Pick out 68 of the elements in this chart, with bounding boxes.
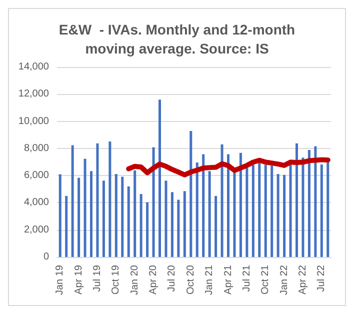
x-tick-label: Jan 19 xyxy=(54,264,66,296)
y-tick-label: 6,000 xyxy=(24,170,50,182)
y-tick-label: 4,000 xyxy=(24,197,50,208)
x-tick-label: Jul 19 xyxy=(92,264,103,292)
x-tick-label: Jan 21 xyxy=(204,264,216,296)
bar xyxy=(65,196,68,257)
y-tick-label: 12,000 xyxy=(18,88,50,100)
bar xyxy=(302,158,304,257)
bar xyxy=(239,152,242,257)
y-tick-label: 14,000 xyxy=(18,62,50,72)
x-tick-label: Apr 21 xyxy=(222,264,234,294)
x-tick-label: Jul 22 xyxy=(316,264,328,292)
bar xyxy=(308,150,310,257)
y-tick-label: 0 xyxy=(43,252,50,262)
x-tick-label: Jan 22 xyxy=(278,264,290,296)
y-tick-label: 10,000 xyxy=(18,116,50,127)
bar xyxy=(134,170,136,257)
bar xyxy=(246,168,248,257)
bar xyxy=(296,143,298,257)
bar xyxy=(320,164,323,257)
bar xyxy=(114,174,118,257)
bar xyxy=(233,171,236,257)
bar xyxy=(164,180,168,257)
bar xyxy=(127,186,130,257)
y-tick-label: 8,000 xyxy=(24,142,50,154)
bar xyxy=(208,171,211,257)
x-tick-label: Jan 20 xyxy=(129,264,140,296)
bar xyxy=(227,154,230,257)
bar xyxy=(121,176,124,257)
bar xyxy=(314,146,317,257)
bar xyxy=(183,191,186,257)
bar xyxy=(146,202,149,257)
bar xyxy=(326,162,330,257)
bar xyxy=(158,100,161,257)
bar xyxy=(170,192,174,257)
bar xyxy=(140,194,142,257)
bar xyxy=(270,166,274,257)
bar xyxy=(276,174,280,257)
x-tick-label: Jul 20 xyxy=(166,264,178,292)
bar xyxy=(177,200,180,257)
x-tick-label: Apr 22 xyxy=(297,264,308,294)
x-tick-label: Oct 20 xyxy=(185,264,196,294)
bar xyxy=(196,162,198,257)
bar xyxy=(84,158,86,257)
bar xyxy=(252,164,254,257)
bar xyxy=(90,171,92,257)
x-tick-label: Apr 20 xyxy=(148,264,160,294)
bar xyxy=(264,164,267,257)
bar xyxy=(152,147,155,257)
bar xyxy=(283,174,286,257)
x-tick-label: Apr 19 xyxy=(73,264,84,294)
bar xyxy=(190,131,192,257)
x-tick-label: Jul 21 xyxy=(241,264,252,292)
bar xyxy=(58,174,62,257)
bar xyxy=(108,142,112,257)
bar xyxy=(96,143,99,257)
y-tick-label: 2,000 xyxy=(24,224,50,236)
bar xyxy=(202,154,205,257)
bar xyxy=(102,180,105,257)
x-tick-label: Oct 21 xyxy=(260,264,272,294)
bar xyxy=(71,145,74,257)
bar xyxy=(214,196,218,257)
x-tick-label: Oct 19 xyxy=(110,264,122,294)
bar xyxy=(289,164,292,257)
bar xyxy=(220,144,224,257)
chart-title: E&W - IVAs. Monthly and 12-month moving average. Source: IS xyxy=(58,22,296,56)
bar xyxy=(258,162,261,257)
bar xyxy=(78,178,80,257)
